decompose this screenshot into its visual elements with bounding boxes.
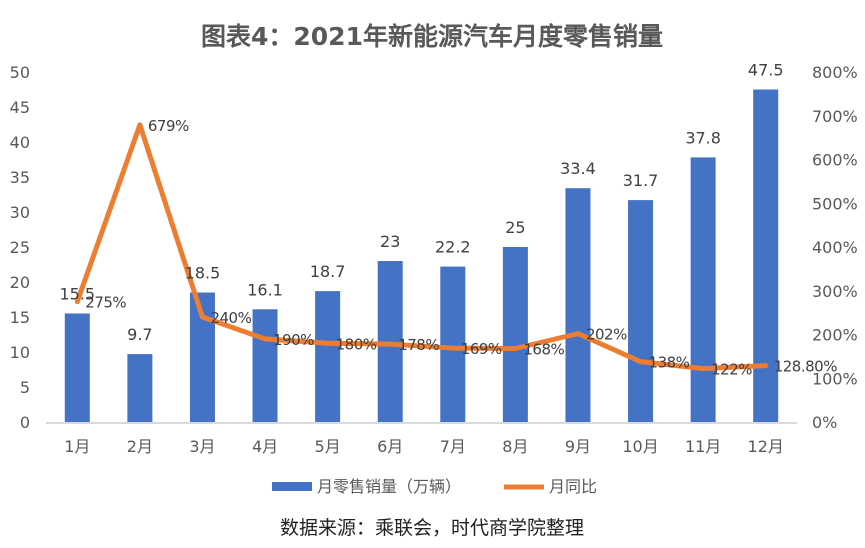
x-tick-label: 9月 [565, 437, 591, 456]
y-right-tick-label: 200% [812, 326, 858, 345]
y-left-tick-label: 15 [10, 308, 30, 327]
bar-data-label: 23 [380, 232, 400, 251]
line-point [512, 346, 518, 351]
y-left-tick-label: 35 [10, 168, 30, 187]
source-note: 数据来源：乘联会，时代商学院整理 [280, 517, 584, 539]
bar-data-label: 33.4 [560, 159, 596, 178]
x-tick-label: 3月 [189, 437, 215, 456]
y-left-tick-label: 30 [10, 203, 30, 222]
line-point [638, 359, 644, 365]
y-left-tick-label: 5 [20, 378, 30, 397]
chart-title: 图表4：2021年新能源汽车月度零售销量 [201, 22, 663, 51]
bar [377, 261, 403, 422]
x-tick-label: 11月 [685, 437, 721, 456]
y-left-tick-label: 40 [10, 133, 30, 152]
bar-data-label: 25 [505, 218, 525, 237]
y-left-tick-label: 25 [10, 238, 30, 257]
line-point [137, 122, 143, 128]
line-data-label: 169% [461, 340, 502, 358]
y-right-tick-label: 600% [812, 151, 858, 170]
bar-data-label: 18.7 [310, 262, 346, 281]
line-point [763, 363, 769, 369]
bar-data-label: 9.7 [127, 325, 152, 344]
line-data-label: 679% [148, 117, 189, 135]
x-tick-label: 10月 [622, 437, 658, 456]
y-left-tick-label: 45 [10, 98, 30, 117]
yoy-line [74, 122, 766, 372]
y-left-tick-label: 10 [10, 343, 30, 362]
line-point [74, 299, 80, 305]
bar [440, 266, 466, 422]
x-tick-label: 5月 [315, 437, 341, 456]
x-tick-label: 1月 [64, 437, 90, 456]
bar [502, 247, 528, 422]
line-point [700, 366, 706, 372]
x-tick-label: 8月 [502, 437, 528, 456]
bar [628, 200, 654, 422]
line-data-label: 275% [85, 294, 126, 312]
legend-line-label: 月同比 [549, 477, 597, 496]
bar [565, 188, 591, 422]
line-point [575, 331, 581, 337]
legend-bar-swatch [272, 482, 312, 491]
y-right-tick-label: 400% [812, 238, 858, 257]
legend-bar-label: 月零售销量（万辆） [317, 477, 461, 496]
y-right-tick-label: 300% [812, 282, 858, 301]
bar-data-label: 47.5 [748, 61, 784, 80]
y-right-tick-label: 500% [812, 194, 858, 213]
y-right-tick-label: 0% [812, 413, 837, 432]
bar [252, 309, 278, 422]
line-point [325, 340, 331, 346]
line-data-label: 190% [273, 331, 314, 349]
line-point [450, 345, 456, 351]
line-point [262, 336, 268, 342]
y-left-tick-label: 50 [10, 63, 30, 82]
x-tick-label: 4月 [252, 437, 278, 456]
bar [64, 313, 90, 422]
y-right-tick-label: 100% [812, 369, 858, 388]
line-data-label: 178% [398, 336, 439, 354]
line-data-label: 122% [711, 361, 752, 379]
legend: 月零售销量（万辆） 月同比 [272, 477, 597, 496]
bar [315, 291, 341, 422]
y-right-tick-label: 800% [812, 63, 858, 82]
bar-data-label: 37.8 [685, 128, 721, 147]
x-tick-label: 6月 [377, 437, 403, 456]
bar-data-label: 15.5 [59, 285, 95, 304]
line-point [387, 341, 393, 347]
x-tick-label: 2月 [127, 437, 153, 456]
line-data-label: 138% [649, 354, 690, 372]
x-tick-label: 7月 [440, 437, 466, 456]
line-data-label: 128.80% [774, 358, 837, 376]
bar [690, 157, 716, 422]
bar-data-label: 31.7 [623, 171, 659, 190]
x-tick-label: 12月 [748, 437, 784, 456]
y-left-tick-label: 20 [10, 273, 30, 292]
bar-data-label: 18.5 [185, 264, 221, 283]
line-data-label: 240% [210, 309, 251, 327]
line-point [199, 314, 205, 320]
line-data-label: 202% [586, 326, 627, 344]
y-left-tick-label: 0 [20, 413, 30, 432]
y-right-tick-label: 700% [812, 107, 858, 126]
bar-data-label: 16.1 [247, 280, 283, 299]
line-data-label: 168% [523, 341, 564, 359]
bar-data-label: 22.2 [435, 238, 471, 257]
bar [127, 354, 153, 422]
line-data-label: 180% [336, 335, 377, 353]
